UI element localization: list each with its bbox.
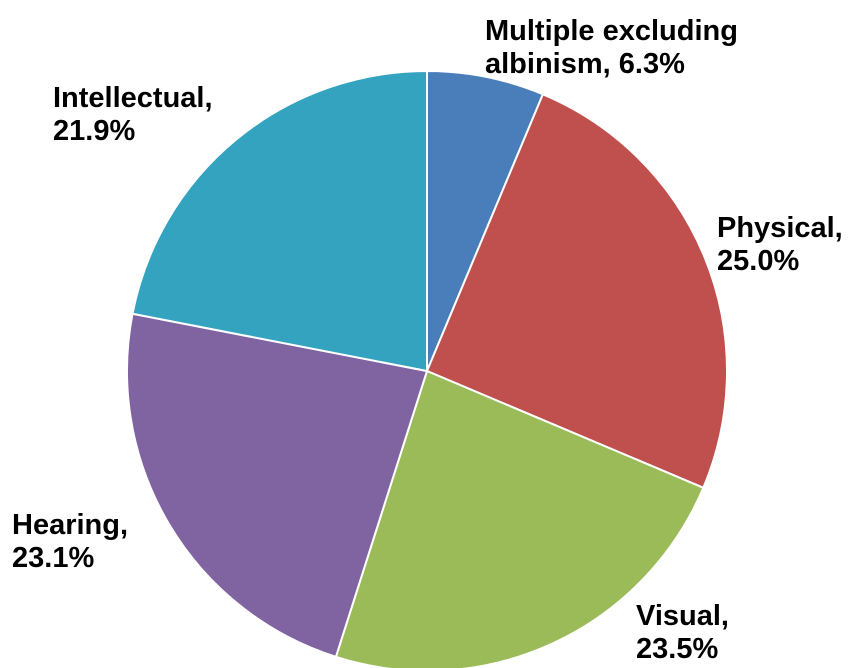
- slice-label-line: 21.9%: [53, 115, 135, 147]
- slice-label: Hearing, 23.1%: [12, 509, 128, 574]
- pie-labels: Multiple excluding albinism, 6.3% Physical…: [12, 15, 843, 665]
- slice-label: Intellectual, 21.9%: [53, 82, 213, 147]
- slice-label: Visual, 23.5%: [636, 600, 729, 665]
- pie-slice-physical: [425, 92, 728, 490]
- slice-label-line: Visual,: [636, 600, 729, 632]
- slice-label-line: Multiple excluding: [485, 15, 738, 47]
- slice-label-line: Intellectual,: [53, 82, 213, 114]
- slice-label-line: Hearing,: [12, 509, 128, 541]
- pie-slice-multiple-excluding-albinism: [426, 69, 545, 372]
- pie-slice-hearing: [125, 312, 429, 659]
- slice-label-line: Physical,: [717, 212, 843, 244]
- pie-slice-visual: [334, 369, 705, 668]
- slice-label-line: 23.5%: [636, 633, 718, 665]
- slice-label-line: albinism, 6.3%: [485, 48, 685, 80]
- slice-label: Physical, 25.0%: [717, 212, 843, 277]
- pie-slices: [125, 69, 728, 668]
- slice-label-line: 23.1%: [12, 542, 94, 574]
- slice-label-line: 25.0%: [717, 245, 799, 277]
- slice-label: Multiple excluding albinism, 6.3%: [485, 15, 738, 80]
- pie-slice-intellectual: [131, 69, 428, 373]
